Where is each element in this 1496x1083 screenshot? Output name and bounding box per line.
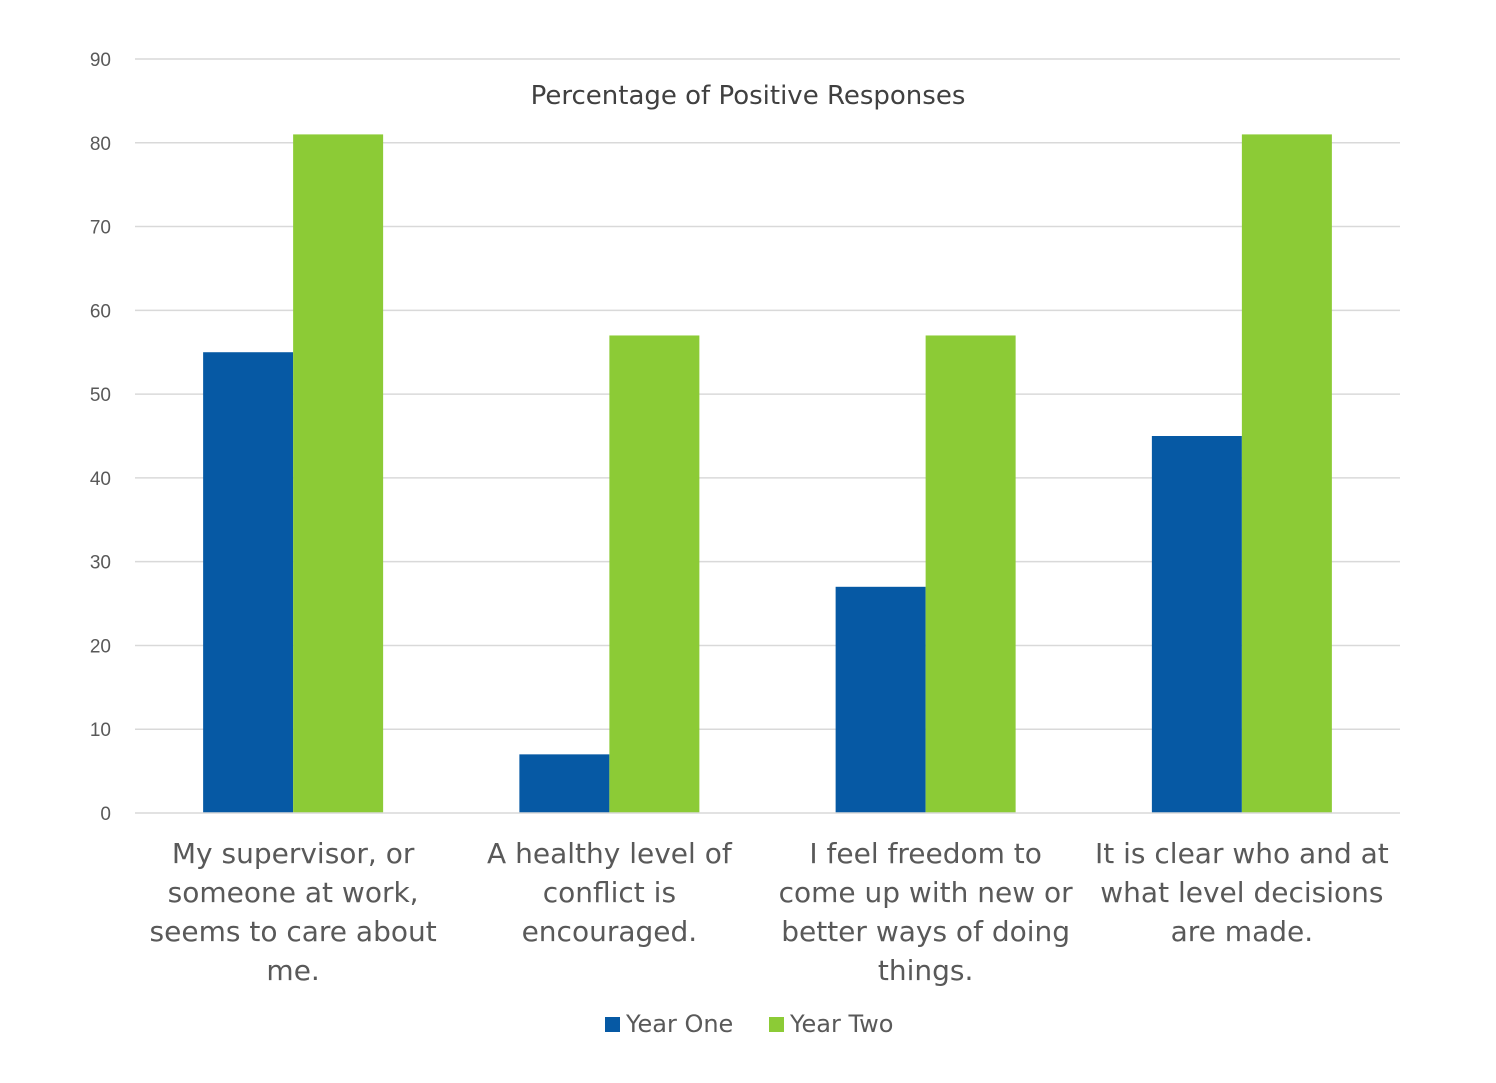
x-category-label-line: seems to care about <box>150 915 437 948</box>
chart-title: Percentage of Positive Responses <box>531 81 966 111</box>
bar-year-one <box>1151 436 1242 813</box>
y-tick-label: 40 <box>90 469 111 490</box>
y-tick-label: 0 <box>100 804 111 825</box>
x-category-label: My supervisor, or someone at work, seems t… <box>150 837 437 987</box>
legend: Year One Year Two <box>605 1010 893 1038</box>
x-category-label-line: My supervisor, or <box>172 837 415 870</box>
x-category-label-line: are made. <box>1171 915 1314 948</box>
bar-year-one <box>203 352 294 813</box>
y-tick-label: 90 <box>90 50 111 71</box>
bar-year-one <box>519 754 610 813</box>
y-tick-label: 50 <box>90 385 111 406</box>
y-tick-label: 70 <box>90 218 111 239</box>
x-category-label-line: what level decisions <box>1100 876 1383 909</box>
x-category-label-line: A healthy level of <box>487 837 733 870</box>
x-category-label-line: things. <box>878 954 974 987</box>
x-category-label: A healthy level of conflict is encouraged. <box>487 837 733 948</box>
x-category-label-line: I feel freedom to <box>809 837 1042 870</box>
y-tick-label: 30 <box>90 553 111 574</box>
x-category-label-line: It is clear who and at <box>1095 837 1389 870</box>
y-tick-label: 10 <box>90 720 111 741</box>
x-category-label-line: come up with new or <box>779 876 1074 909</box>
x-axis-categories: My supervisor, or someone at work, seems t… <box>150 837 1389 987</box>
bar-year-two <box>925 335 1016 813</box>
y-axis-ticks: 0 10 20 30 40 50 60 70 80 90 <box>90 50 111 825</box>
legend-label: Year Two <box>789 1010 893 1038</box>
x-category-label: It is clear who and at what level decisio… <box>1095 837 1389 948</box>
bar-year-two <box>609 335 700 813</box>
bar-year-two <box>293 134 384 813</box>
x-category-label-line: conflict is <box>543 876 676 909</box>
bars <box>203 134 1332 813</box>
y-tick-label: 60 <box>90 301 111 322</box>
x-category-label-line: better ways of doing <box>781 915 1070 948</box>
x-category-label-line: encouraged. <box>522 915 698 948</box>
bar-year-one <box>835 586 926 813</box>
legend-label: Year One <box>625 1010 733 1038</box>
x-category-label: I feel freedom to come up with new or bett… <box>779 837 1074 987</box>
legend-swatch <box>605 1017 620 1032</box>
legend-swatch <box>769 1017 784 1032</box>
x-category-label-line: me. <box>266 954 319 987</box>
x-category-label-line: someone at work, <box>168 876 419 909</box>
y-tick-label: 20 <box>90 636 111 657</box>
bar-year-two <box>1241 134 1332 813</box>
y-tick-label: 80 <box>90 134 111 155</box>
